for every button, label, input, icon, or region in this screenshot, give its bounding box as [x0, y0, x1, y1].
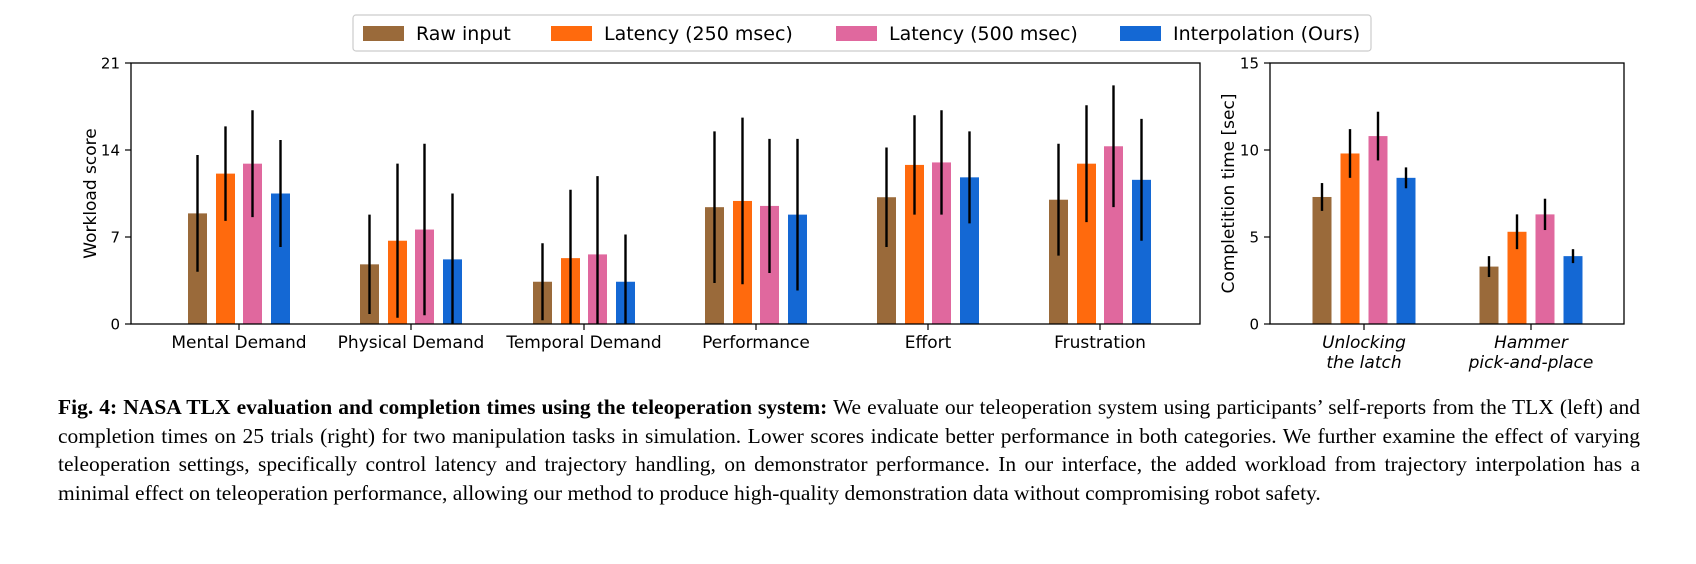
workload-chart: 0 7 14 21 Mental Demand Physical Demand Tempor…	[81, 55, 1201, 353]
bar	[1368, 136, 1388, 324]
bar	[1340, 153, 1360, 324]
y-tick-label: 21	[101, 55, 120, 73]
legend-label: Raw input	[416, 23, 511, 45]
bar	[1077, 163, 1096, 324]
y-tick-label: 10	[1240, 142, 1259, 160]
y-tick-label: 14	[101, 142, 120, 160]
bar	[1104, 146, 1123, 324]
bar	[216, 173, 235, 324]
bar	[271, 193, 290, 324]
x-tick-label: the latch	[1326, 353, 1401, 373]
caption-text: We evaluate our teleoperation system usi…	[58, 395, 1640, 505]
legend-label: Interpolation (Ours)	[1173, 23, 1360, 45]
legend-label: Latency (250 msec)	[604, 23, 793, 45]
figure: Raw input Latency (250 msec) Latency (500 …	[81, 14, 1625, 373]
x-tick-label: Hammer	[1494, 333, 1569, 353]
y-tick-label: 5	[1249, 229, 1259, 247]
y-tick-label: 7	[110, 229, 120, 247]
bar	[960, 177, 979, 324]
bar	[932, 162, 951, 324]
bar	[1396, 177, 1416, 324]
x-tick-label: Temporal Demand	[505, 333, 661, 353]
x-tick-label: Effort	[905, 333, 952, 353]
bar	[877, 197, 896, 324]
figure-caption: Fig. 4: NASA TLX evaluation and completi…	[58, 393, 1640, 507]
bar	[905, 164, 924, 324]
y-axis-label: Completition time [sec]	[1219, 94, 1239, 294]
bar	[243, 163, 262, 324]
legend: Raw input Latency (250 msec) Latency (500 …	[352, 14, 1372, 52]
bar	[1535, 214, 1555, 324]
bar	[1479, 266, 1499, 324]
plot-frame	[130, 62, 1201, 325]
bar	[1132, 179, 1151, 324]
bar	[1507, 231, 1527, 324]
x-tick-label: Mental Demand	[171, 333, 306, 353]
plot-frame	[1269, 62, 1625, 325]
y-axis-label: Workload score	[81, 128, 101, 258]
bar	[1563, 256, 1583, 324]
y-tick-label: 0	[1249, 316, 1259, 334]
legend-swatch	[551, 26, 592, 41]
y-tick-label: 0	[110, 316, 120, 334]
x-tick-label: Frustration	[1054, 333, 1146, 353]
caption-label: Fig. 4: NASA TLX evaluation and completi…	[58, 395, 828, 419]
x-tick-label: Unlocking	[1322, 333, 1406, 353]
bar	[1049, 199, 1068, 324]
legend-swatch	[1120, 26, 1161, 41]
y-tick-label: 15	[1240, 55, 1259, 73]
legend-label: Latency (500 msec)	[889, 23, 1078, 45]
x-tick-label: Physical Demand	[338, 333, 485, 353]
x-tick-label: Performance	[702, 333, 810, 353]
bar	[1312, 196, 1332, 324]
legend-swatch	[836, 26, 877, 41]
x-tick-label: pick-and-place	[1468, 353, 1594, 373]
legend-swatch	[363, 26, 404, 41]
